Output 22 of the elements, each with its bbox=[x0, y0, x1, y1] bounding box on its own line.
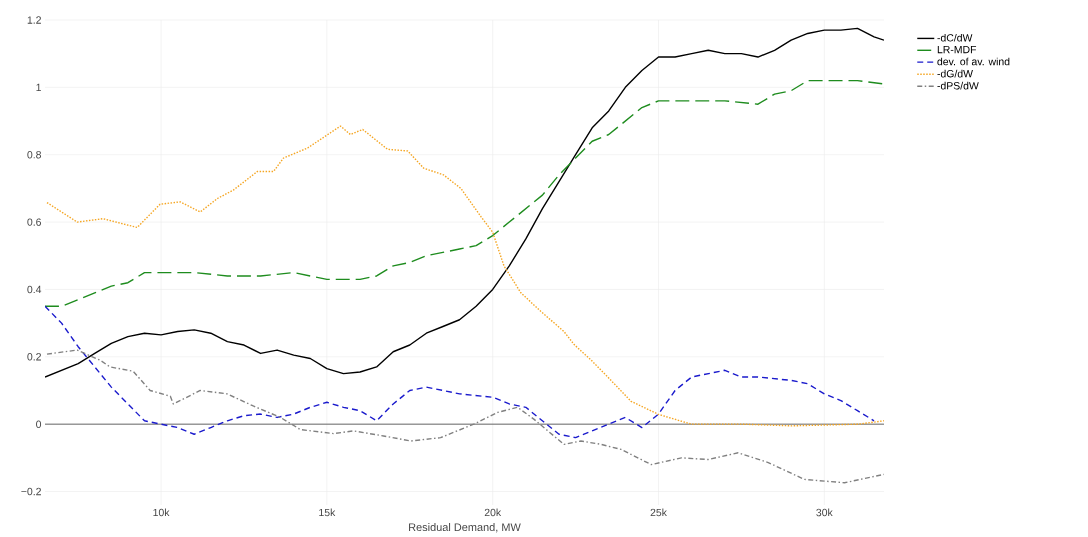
y-tick-label: −0.2 bbox=[21, 487, 41, 496]
x-tick-label: 20k bbox=[484, 508, 502, 517]
x-tick-label: 15k bbox=[319, 508, 336, 517]
legend-label: dev. of av. wind bbox=[937, 57, 1010, 66]
y-tick-label: 1 bbox=[36, 83, 41, 91]
legend-label: -dG/dW bbox=[937, 69, 973, 78]
line-series bbox=[46, 349, 885, 484]
y-tick-label: 1.2 bbox=[27, 16, 41, 24]
x-axis-title: Residual Demand, MW bbox=[409, 523, 521, 533]
y-tick-label: 0.8 bbox=[27, 151, 42, 159]
y-tick-label: 0.2 bbox=[27, 353, 41, 361]
x-tick-label: 10k bbox=[153, 508, 170, 517]
y-tick-label: 0.4 bbox=[27, 285, 42, 294]
legend-label: LR-MDF bbox=[937, 45, 977, 54]
x-tick-label: 30k bbox=[816, 508, 833, 517]
line-series bbox=[46, 125, 885, 427]
x-tick-label: 25k bbox=[650, 508, 667, 517]
y-tick-label: 0.6 bbox=[27, 218, 42, 226]
legend-label: -dC/dW bbox=[937, 33, 973, 42]
legend-label: -dPS/dW bbox=[937, 81, 979, 90]
line-series bbox=[45, 27, 885, 378]
y-tick-label: 0 bbox=[36, 420, 42, 428]
